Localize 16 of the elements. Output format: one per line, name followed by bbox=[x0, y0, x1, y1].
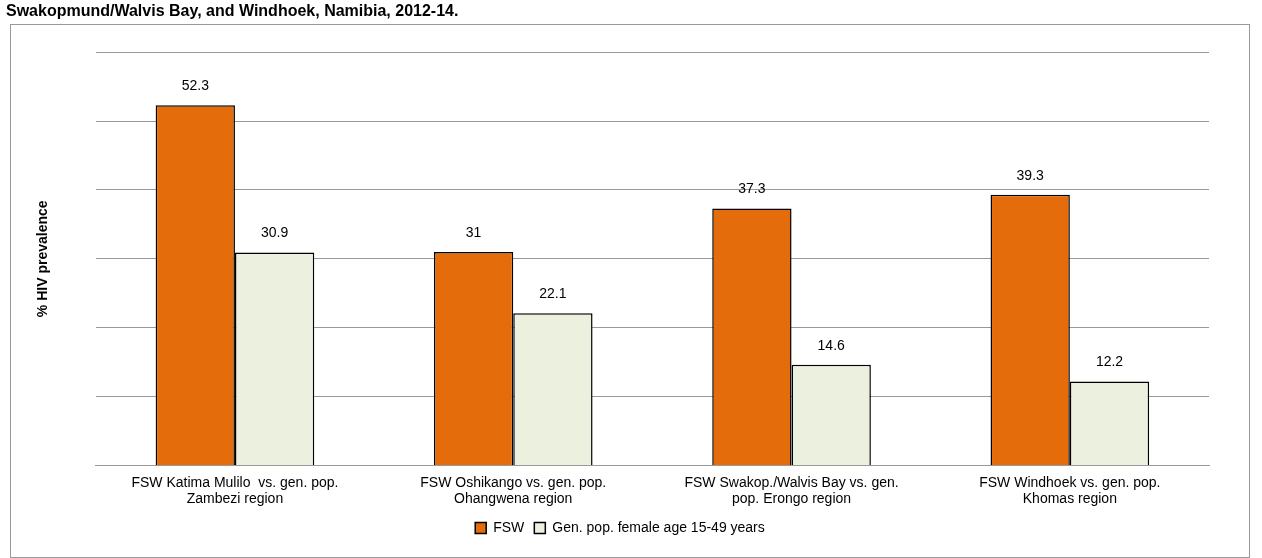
x-tick-label: FSW Windhoek vs. gen. pop. Khomas region bbox=[979, 473, 1161, 507]
x-tick-label: FSW Swakop./Walvis Bay vs. gen. pop. Erongo region bbox=[684, 473, 899, 507]
data-label: 22.1 bbox=[539, 285, 567, 302]
legend-label: Gen. pop. female age 15-49 years bbox=[552, 518, 765, 535]
chart-title: Swakopmund/Walvis Bay, and Windhoek, Namibia, 2012-14. bbox=[6, 2, 459, 20]
data-label: 39.3 bbox=[1016, 166, 1045, 183]
data-label: 30.9 bbox=[260, 224, 289, 241]
legend-label: FSW bbox=[493, 518, 526, 535]
data-label: 12.2 bbox=[1095, 353, 1124, 370]
x-tick-label: FSW Oshikango vs. gen. pop. Ohangwena region bbox=[420, 473, 607, 507]
y-axis-title: % HIV prevalence bbox=[34, 200, 51, 318]
data-label: 14.6 bbox=[817, 336, 846, 353]
data-label: 52.3 bbox=[181, 77, 210, 94]
x-tick-label: FSW Katima Mulilo vs. gen. pop. Zambezi region bbox=[131, 473, 339, 507]
data-label: 37.3 bbox=[738, 180, 766, 197]
data-label: 31 bbox=[465, 223, 482, 240]
